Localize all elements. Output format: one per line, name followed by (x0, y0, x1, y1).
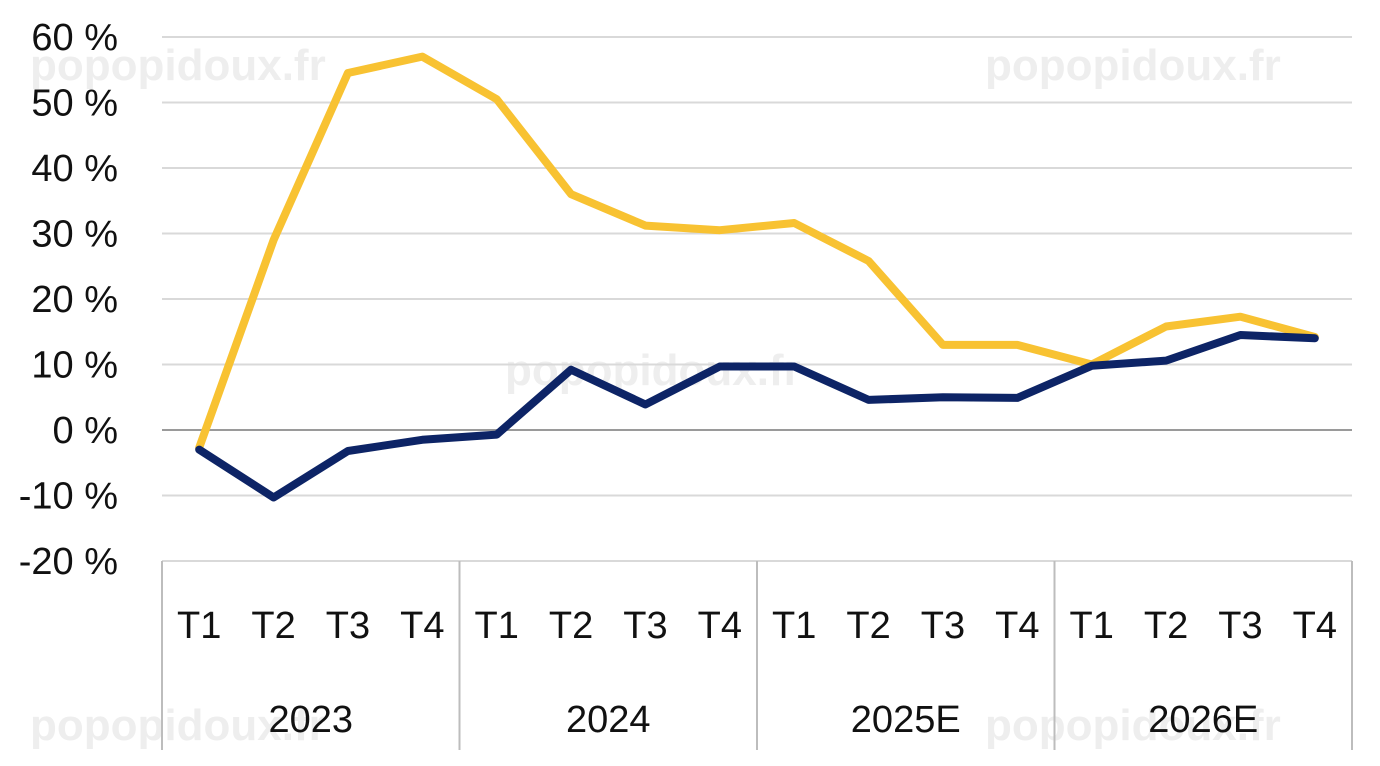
x-group-label: 2025E (851, 699, 961, 741)
x-group-label: 2024 (566, 699, 651, 741)
x-group-label: 2023 (268, 699, 353, 741)
y-tick-label: 0 % (53, 410, 118, 452)
x-axis: T1 T2 T3 T4 T1 T2 T3 T4 T1 T2 T3 T4 T1 T2 T3 T4 2023 2024… (161, 561, 1353, 750)
x-tick-label: T4 (995, 605, 1039, 647)
y-tick-label: 20 % (31, 279, 118, 321)
y-tick-label: -10 % (19, 476, 118, 518)
x-tick-label: T4 (1293, 605, 1337, 647)
x-tick-label: T2 (549, 605, 593, 647)
series-line-1 (195, 52, 1319, 452)
watermark: popopidoux.fr (985, 701, 1281, 750)
watermark-layer: popopidoux.fr popopidoux.fr popopidoux.f… (30, 41, 1281, 750)
x-tick-label: T3 (1218, 605, 1262, 647)
y-tick-label: 60 % (31, 17, 118, 59)
x-tick-label: T1 (1070, 605, 1114, 647)
watermark: popopidoux.fr (30, 41, 326, 90)
x-group-label: 2026E (1148, 699, 1258, 741)
y-tick-label: 10 % (31, 345, 118, 387)
series-line-2 (195, 331, 1319, 502)
y-tick-label: 30 % (31, 214, 118, 256)
x-tick-label: T1 (475, 605, 519, 647)
series-lines (195, 52, 1319, 502)
x-tick-label: T2 (1144, 605, 1188, 647)
x-tick-label: T3 (921, 605, 965, 647)
x-tick-label: T1 (772, 605, 816, 647)
gridlines (162, 36, 1352, 562)
y-axis-ticks: 60 % 50 % 40 % 30 % 20 % 10 % 0 % -10 % -20 % (19, 17, 118, 583)
x-tick-label: T4 (400, 605, 444, 647)
x-tick-label: T4 (698, 605, 742, 647)
x-tick-label: T3 (623, 605, 667, 647)
x-tick-label: T3 (326, 605, 370, 647)
y-tick-label: 50 % (31, 83, 118, 125)
watermark: popopidoux.fr (30, 701, 326, 750)
y-tick-label: -20 % (19, 541, 118, 583)
watermark: popopidoux.fr (985, 41, 1281, 90)
y-tick-label: 40 % (31, 148, 118, 190)
x-tick-label: T2 (846, 605, 890, 647)
x-tick-label: T2 (251, 605, 295, 647)
x-tick-label: T1 (177, 605, 221, 647)
